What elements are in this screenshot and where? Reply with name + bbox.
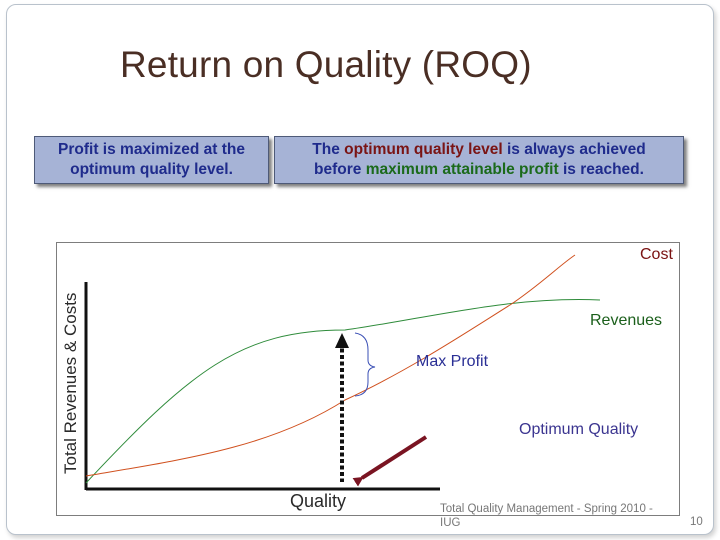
optimum-quality-label: Optimum Quality [519, 421, 639, 438]
profit-maximized-callout: Profit is maximized at the optimum quali… [34, 136, 269, 184]
footer-text: Total Quality Management - Spring 2010 -… [440, 503, 653, 529]
callout-text-part4: before [314, 161, 366, 178]
cost-label: Cost [640, 246, 673, 263]
page-number: 10 [690, 516, 703, 528]
slide-title: Return on Quality (ROQ) [120, 44, 532, 85]
revenues-label: Revenues [590, 312, 663, 329]
callout-text-part1: The [312, 141, 345, 158]
up-arrow [335, 333, 349, 348]
optimum-quality-callout: The optimum quality level is always achi… [274, 136, 684, 184]
y-axis-label: Total Revenues & Costs [61, 292, 80, 474]
max-profit-label: Max Profit [416, 353, 489, 370]
callout-max-profit: maximum attainable profit [365, 161, 559, 178]
callout-text-part3: is always achieved [502, 141, 646, 158]
max-profit-brace [354, 332, 376, 397]
callout-text-part6: is reached. [558, 161, 644, 178]
x-axis-label: Quality [290, 491, 347, 511]
callout-optimum-quality-level: optimum quality level [344, 141, 503, 158]
cost-curve [85, 254, 576, 477]
revenue-curve [85, 299, 601, 484]
profit-maximized-text: Profit is maximized at the optimum quali… [58, 141, 245, 178]
optimum-quality-arrow [352, 435, 428, 487]
